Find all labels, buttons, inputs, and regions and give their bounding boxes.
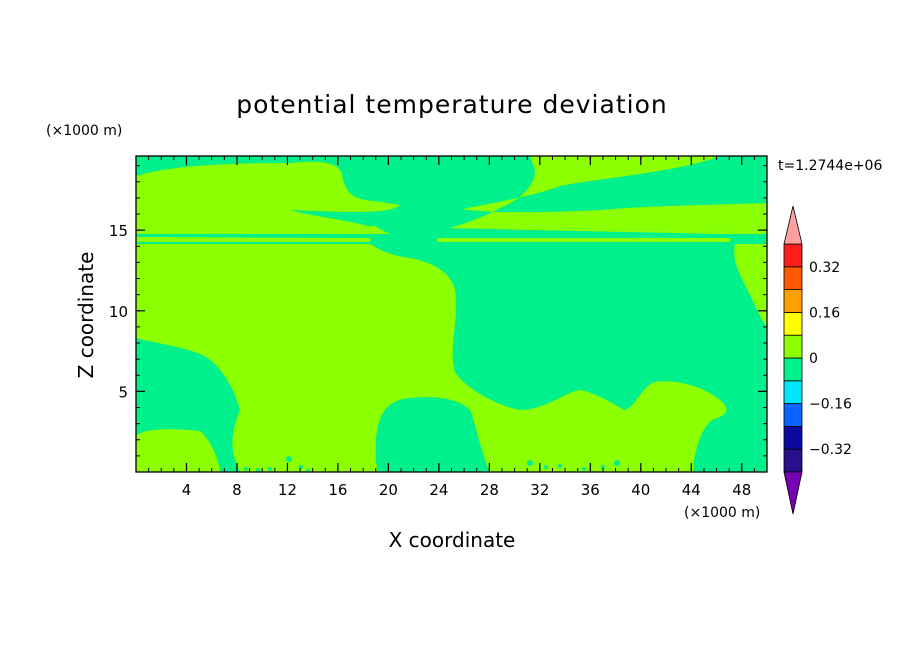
chart-title: potential temperature deviation bbox=[236, 90, 667, 119]
x-tick-label: 36 bbox=[581, 481, 600, 499]
colorbar-over-triangle bbox=[783, 205, 803, 245]
contour-region-upper-right bbox=[450, 156, 767, 230]
y-tick-label: 15 bbox=[109, 222, 128, 240]
contour-region-main bbox=[136, 244, 727, 472]
colorbar-bin bbox=[783, 289, 803, 313]
contour-region-right-edge bbox=[734, 244, 767, 328]
x-tick-label: 8 bbox=[232, 481, 242, 499]
x-axis: 4 8 12 16 20 24 28 32 36 40 44 48 bbox=[148, 156, 755, 499]
colorbar-bin bbox=[783, 448, 803, 473]
colorbar-bin bbox=[783, 403, 803, 427]
x-tick-label: 28 bbox=[480, 481, 499, 499]
time-label: t=1.2744e+06 bbox=[778, 158, 882, 174]
x-tick-label: 32 bbox=[530, 481, 549, 499]
y-tick-label: 5 bbox=[118, 383, 128, 401]
colorbar-tick-label: 0.16 bbox=[809, 305, 840, 321]
y-axis-label: Z coordinate bbox=[74, 252, 98, 379]
contour-band-upper bbox=[136, 226, 390, 234]
colorbar-bin bbox=[783, 266, 803, 290]
colorbar-bin bbox=[783, 334, 803, 359]
x-axis-label: X coordinate bbox=[389, 528, 516, 552]
x-tick-label: 20 bbox=[379, 481, 398, 499]
x-tick-label: 12 bbox=[278, 481, 297, 499]
x-tick-label: 4 bbox=[182, 481, 192, 499]
colorbar-tick-label: −0.32 bbox=[809, 442, 852, 458]
contour-region-upper-left bbox=[136, 161, 400, 228]
contour-band-thin-right bbox=[437, 238, 731, 242]
x-tick-label: 24 bbox=[429, 481, 448, 499]
contour-band-upper-right bbox=[440, 228, 767, 234]
x-unit-label: (×1000 m) bbox=[684, 505, 760, 521]
x-tick-label: 48 bbox=[732, 481, 751, 499]
colorbar-bin bbox=[783, 243, 803, 268]
colorbar-bin bbox=[783, 311, 803, 336]
surface-speckles bbox=[244, 456, 620, 472]
contour-region-lower-left bbox=[136, 429, 220, 472]
y-unit-label: (×1000 m) bbox=[46, 123, 122, 139]
x-tick-label: 40 bbox=[631, 481, 650, 499]
colorbar-tick-label: 0 bbox=[809, 351, 818, 367]
colorbar-tick-label: −0.16 bbox=[809, 397, 852, 413]
colorbar-bin bbox=[783, 425, 803, 450]
y-tick-label: 10 bbox=[109, 303, 128, 321]
x-tick-label: 16 bbox=[328, 481, 347, 499]
colorbar-bin bbox=[783, 357, 803, 382]
colorbar-bin bbox=[783, 380, 803, 404]
contour-band-thin-left bbox=[136, 237, 371, 242]
colorbar: 0.32 0.16 0 −0.16 −0.32 bbox=[783, 205, 852, 515]
y-axis: 5 10 15 bbox=[109, 165, 767, 457]
colorbar-under-triangle bbox=[783, 471, 803, 515]
x-tick-label: 44 bbox=[682, 481, 701, 499]
colorbar-tick-label: 0.32 bbox=[809, 260, 840, 276]
